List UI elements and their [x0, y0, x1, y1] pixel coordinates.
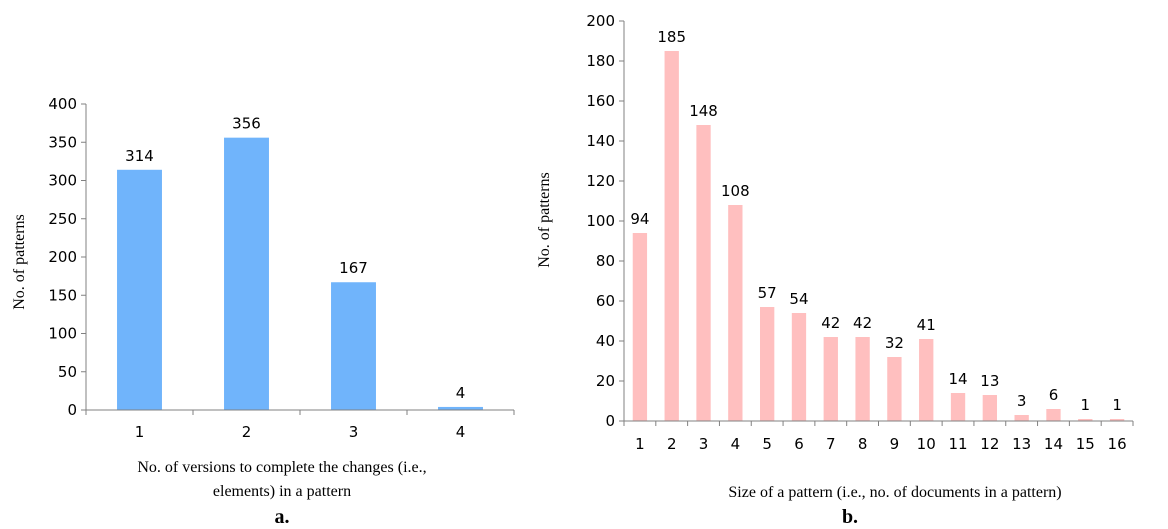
y-tick-label: 80: [596, 252, 615, 270]
data-label: 3: [1017, 392, 1027, 410]
x-tick-label: 10: [917, 435, 936, 453]
data-label: 356: [232, 115, 261, 133]
y-tick-label: 200: [586, 12, 615, 30]
data-label: 14: [948, 370, 967, 388]
x-tick-label: 2: [667, 435, 677, 453]
chart-a: 314 356 167 4 0 50 100 150 200 250 300 350 400 1 2 3 4…: [11, 95, 515, 528]
data-label: 94: [630, 210, 649, 228]
x-tick-label: 5: [762, 435, 772, 453]
y-tick-label: 50: [58, 363, 77, 381]
y-tick-label: 300: [48, 172, 77, 190]
x-tick-label: 16: [1108, 435, 1127, 453]
x-tick-label: 3: [349, 423, 359, 441]
data-label: 57: [758, 284, 777, 302]
y-tick-label: 180: [586, 52, 615, 70]
x-tick-label: 8: [858, 435, 868, 453]
bar: [224, 137, 269, 410]
chart-b-y-ticks: 0 20 40 60 80 100 120 140 160 180 200: [586, 12, 624, 430]
x-tick-label: 1: [135, 423, 145, 441]
y-tick-label: 140: [586, 132, 615, 150]
data-label: 108: [721, 182, 750, 200]
chart-b-caption: b.: [842, 506, 858, 528]
x-tick-label: 9: [890, 435, 900, 453]
bar: [855, 337, 870, 421]
chart-a-x-axis-title-line-2: elements) in a pattern: [213, 483, 351, 500]
y-tick-label: 0: [67, 401, 77, 419]
bar: [759, 307, 775, 421]
x-tick-label: 6: [794, 435, 804, 453]
bar: [919, 339, 934, 421]
bar: [438, 406, 483, 410]
bar: [1109, 419, 1125, 421]
chart-a-x-ticks: 1 2 3 4: [85, 410, 515, 441]
y-tick-label: 400: [48, 95, 77, 113]
x-tick-label: 12: [980, 435, 999, 453]
chart-b-x-axis-title: Size of a pattern (i.e., no. of document…: [728, 484, 1061, 501]
data-label: 42: [853, 314, 872, 332]
chart-b-x-ticks: 1 2 3 4 5 6 7 8 9 10 11 12 13 14 15 16: [623, 421, 1134, 453]
x-tick-label: 2: [242, 423, 252, 441]
bar: [1046, 409, 1061, 421]
data-label: 148: [689, 102, 718, 120]
data-label: 1: [1081, 396, 1091, 414]
chart-a-caption: a.: [275, 506, 290, 528]
y-tick-label: 0: [605, 412, 615, 430]
chart-b-bars: [632, 51, 1125, 421]
data-label: 4: [456, 384, 466, 402]
bar: [632, 233, 648, 421]
bar: [823, 337, 838, 421]
y-tick-label: 40: [596, 332, 615, 350]
x-tick-label: 1: [635, 435, 645, 453]
data-label: 32: [885, 334, 904, 352]
x-tick-label: 13: [1012, 435, 1031, 453]
bar: [331, 282, 376, 410]
y-tick-label: 160: [586, 92, 615, 110]
bar: [664, 51, 679, 421]
data-label: 41: [917, 316, 936, 334]
y-tick-label: 150: [48, 286, 77, 304]
y-tick-label: 350: [48, 133, 77, 151]
data-label: 6: [1049, 386, 1059, 404]
bar: [1014, 415, 1029, 421]
y-tick-label: 60: [596, 292, 615, 310]
x-tick-label: 4: [731, 435, 741, 453]
x-tick-label: 4: [456, 423, 466, 441]
bar: [696, 125, 711, 421]
x-tick-label: 3: [699, 435, 709, 453]
data-label: 54: [789, 290, 808, 308]
chart-a-y-axis-title: No. of patterns: [11, 214, 28, 310]
y-tick-label: 100: [48, 325, 77, 343]
bar: [728, 205, 743, 421]
bar: [117, 169, 162, 410]
data-label: 185: [657, 28, 686, 46]
bar: [791, 313, 807, 421]
chart-b-data-labels: 94 185 148 108 57 54 42 42 32 41 14 13 3 6 1 1: [630, 28, 1122, 414]
bar: [982, 395, 998, 421]
y-tick-label: 120: [586, 172, 615, 190]
data-label: 167: [339, 259, 368, 277]
x-tick-label: 7: [826, 435, 836, 453]
x-tick-label: 11: [948, 435, 967, 453]
x-tick-label: 14: [1044, 435, 1063, 453]
chart-b-y-axis-title: No. of patterns: [536, 172, 553, 268]
chart-a-x-axis-title-line-1: No. of versions to complete the changes …: [137, 459, 426, 476]
chart-a-data-labels: 314 356 167 4: [125, 115, 465, 402]
y-tick-label: 200: [48, 248, 77, 266]
data-label: 42: [821, 314, 840, 332]
data-label: 314: [125, 147, 154, 165]
data-label: 13: [980, 372, 999, 390]
x-tick-label: 15: [1076, 435, 1095, 453]
y-tick-label: 20: [596, 372, 615, 390]
bar: [1078, 419, 1093, 421]
data-label: 1: [1112, 396, 1122, 414]
y-tick-label: 250: [48, 210, 77, 228]
y-tick-label: 100: [586, 212, 615, 230]
bar: [950, 393, 966, 421]
chart-a-y-ticks: 0 50 100 150 200 250 300 350 400: [48, 95, 86, 419]
chart-a-bars: [117, 137, 483, 410]
bar: [887, 357, 902, 421]
